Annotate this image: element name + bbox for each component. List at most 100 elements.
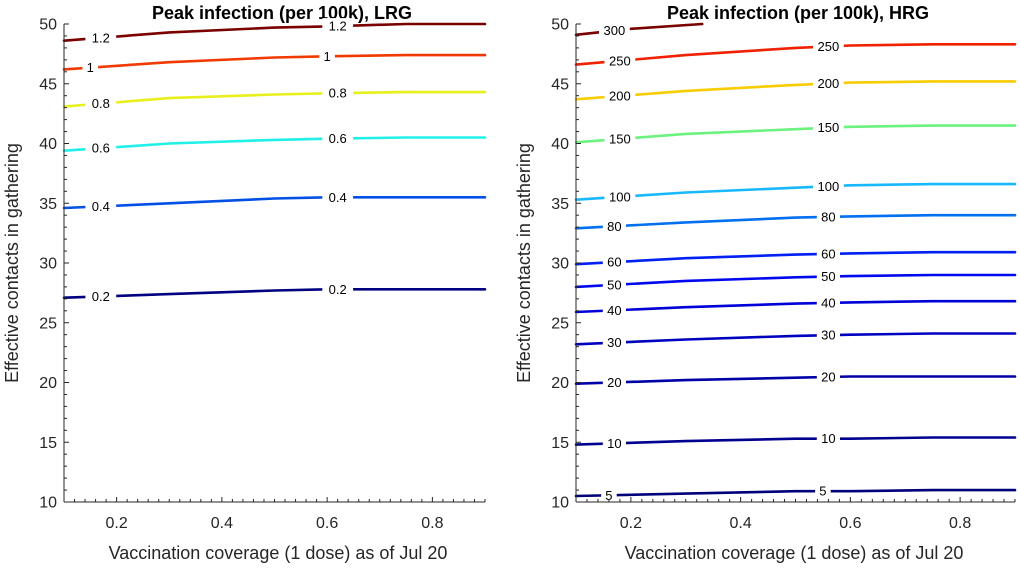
- contour-label-background: [85, 29, 117, 46]
- axes-lrg: 10 15 20 25 30 35 40 45 50 0.2 0.4 0.6 0.8: [39, 17, 486, 532]
- contour-label-background: [604, 52, 636, 69]
- contour-label-background: [816, 430, 840, 447]
- contour-label: 0.6: [92, 141, 110, 156]
- contour-line: [574, 273, 1017, 289]
- contour-label-background: [602, 302, 626, 319]
- contour-label-background: [599, 22, 630, 39]
- y-tick-label: 15: [551, 435, 569, 452]
- contour-label: 250: [609, 53, 631, 68]
- contour-line: [62, 136, 487, 152]
- x-tick-label: 0.6: [316, 515, 338, 532]
- y-tick-label: 30: [39, 256, 57, 273]
- contour-label-background: [813, 75, 844, 92]
- contour-label: 30: [607, 335, 621, 350]
- contour-label: 100: [609, 189, 631, 204]
- y-tick-label: 45: [39, 76, 57, 93]
- contour-label: 0.4: [92, 199, 110, 214]
- contour-label: 1.2: [92, 30, 110, 45]
- contour-label: 200: [609, 88, 631, 103]
- y-tick-label: 25: [39, 315, 57, 332]
- contour-label-background: [85, 140, 117, 157]
- x-axis-label-hrg: Vaccination coverage (1 dose) as of Jul …: [625, 543, 964, 563]
- contour-label: 1.2: [329, 19, 347, 34]
- x-tick-label: 0.6: [839, 515, 861, 532]
- contour-label-background: [602, 276, 626, 293]
- contour-label-background: [813, 38, 844, 55]
- contour-line: [574, 22, 704, 37]
- x-tick-label: 0.4: [211, 515, 233, 532]
- contour-line: [574, 182, 1017, 201]
- y-axis-label-hrg: Effective contacts in gathering: [514, 143, 534, 383]
- contour-label: 1: [323, 49, 330, 64]
- contour-label: 1: [87, 60, 94, 75]
- contour-label-background: [602, 374, 626, 391]
- contour-line: [574, 375, 1017, 385]
- x-tick-label: 0.8: [421, 515, 443, 532]
- contour-label: 250: [818, 39, 840, 54]
- contour-line: [62, 196, 487, 210]
- y-tick-label: 50: [551, 17, 569, 34]
- contour-label: 5: [605, 488, 612, 503]
- contour-label: 80: [607, 219, 621, 234]
- y-tick-label: 45: [551, 76, 569, 93]
- y-axis-label-lrg: Effective contacts in gathering: [2, 143, 22, 383]
- contour-label-background: [322, 18, 354, 35]
- y-tick-label: 25: [551, 315, 569, 332]
- contour-label: 300: [604, 23, 626, 38]
- contour-label: 0.8: [329, 86, 347, 101]
- x-tick-label: 0.2: [106, 515, 128, 532]
- contour-label: 40: [821, 295, 835, 310]
- chart-title-hrg: Peak infection (per 100k), HRG: [667, 3, 929, 23]
- contour-label: 200: [818, 76, 840, 91]
- contour-label-background: [602, 435, 626, 452]
- contour-label-background: [813, 178, 844, 195]
- contour-label-background: [602, 254, 626, 271]
- contour-label: 50: [607, 277, 621, 292]
- contour-label-background: [813, 119, 844, 136]
- contour-label: 20: [821, 370, 835, 385]
- contour-label-background: [85, 95, 117, 112]
- contour-label-background: [322, 130, 354, 147]
- contour-line: [574, 124, 1017, 144]
- contour-label: 100: [818, 179, 840, 194]
- y-tick-label: 10: [551, 495, 569, 512]
- y-tick-label: 20: [39, 375, 57, 392]
- contour-label: 60: [821, 246, 835, 261]
- contour-label-background: [601, 487, 617, 504]
- x-tick-label: 0.8: [949, 515, 971, 532]
- contour-label: 150: [609, 132, 631, 147]
- contour-label-background: [602, 218, 626, 235]
- contour-label-background: [816, 327, 840, 344]
- contour-line: [574, 250, 1017, 266]
- y-tick-label: 15: [39, 435, 57, 452]
- contour-lines-lrg: [62, 22, 487, 299]
- contour-label-background: [816, 245, 840, 262]
- contour-label-background: [82, 59, 99, 76]
- contour-label-background: [85, 198, 117, 215]
- y-tick-label: 10: [39, 495, 57, 512]
- contour-label: 10: [821, 431, 835, 446]
- y-tick-label: 35: [551, 196, 569, 213]
- y-tick-label: 40: [551, 136, 569, 153]
- contour-line: [574, 299, 1017, 314]
- contour-label: 0.2: [92, 289, 110, 304]
- chart-lrg: Peak infection (per 100k), LRG 0.2 0.2 0.4…: [2, 3, 487, 563]
- contour-label-background: [816, 369, 840, 385]
- y-tick-label: 20: [551, 375, 569, 392]
- contour-label: 0.4: [329, 190, 347, 205]
- contour-label: 10: [607, 436, 621, 451]
- contour-labels-lrg: 0.2 0.2 0.4 0.4 0.6 0.6 0.8 0.8 1 1 1.2 1.2: [82, 18, 354, 305]
- contour-label-background: [319, 48, 335, 65]
- contour-line: [62, 22, 487, 42]
- contour-label-background: [322, 281, 354, 298]
- contour-label: 5: [819, 484, 826, 499]
- axes-hrg: 10 15 20 25 30 35 40 45 50 0.2 0.4 0.6 0.8: [551, 17, 1016, 532]
- contour-label-background: [322, 85, 354, 102]
- contour-labels-hrg: 5 5 10 10 20 20 30 30 40 40 50 50 60 60 80 80 100 100 150 1…: [599, 22, 844, 504]
- x-tick-label: 0.2: [620, 515, 642, 532]
- contour-line: [574, 43, 1017, 66]
- chart-title-lrg: Peak infection (per 100k), LRG: [152, 3, 412, 23]
- contour-label: 0.2: [329, 282, 347, 297]
- contour-label: 0.8: [92, 96, 110, 111]
